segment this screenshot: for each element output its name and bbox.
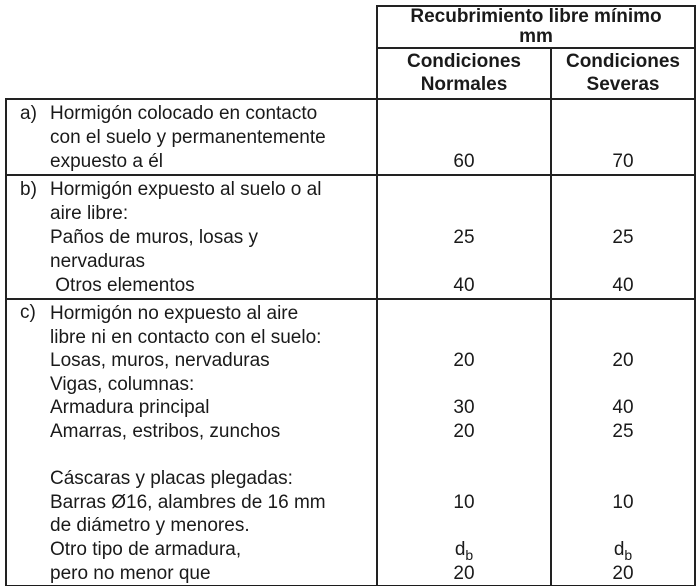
desc-line: Cáscaras y placas plegadas: — [50, 468, 293, 490]
value-severas: 40 — [612, 397, 634, 419]
col-normales-line1: Condiciones — [406, 51, 521, 72]
desc-line: expuesto a él — [50, 151, 164, 172]
value-severas: 70 — [612, 151, 634, 172]
desc-line: Hormigón colocado en contacto — [50, 103, 318, 124]
value-normales: 20 — [453, 350, 475, 372]
row-c-label: c) — [20, 302, 36, 323]
value-severas — [552, 250, 694, 274]
desc-line: Barras Ø16, alambres de 16 mm — [50, 491, 326, 513]
value-normales: 20 — [453, 420, 475, 442]
row-b-label: b) — [20, 179, 37, 200]
desc-line: aire libre: — [50, 203, 129, 224]
db-base: d — [454, 538, 466, 560]
value-severas: 10 — [612, 491, 634, 513]
value-severas — [552, 102, 694, 126]
desc-line: libre ni en contacto con el suelo: — [50, 326, 322, 348]
value-severas: 20 — [612, 350, 634, 372]
value-normales: 30 — [453, 397, 475, 419]
blank-corner — [6, 6, 377, 48]
row-b-description-cell: b) Hormigón expuesto al suelo o al aire … — [5, 174, 378, 300]
col-normales-line2: Normales — [420, 74, 508, 95]
blank-corner — [6, 48, 377, 99]
row-c-severas-cell: 20 40 25 10 db 20 — [550, 298, 696, 586]
value-normales — [378, 202, 550, 226]
db-subscript: b — [465, 546, 474, 563]
value-severas: 20 — [612, 562, 634, 584]
value-normales: 25 — [453, 227, 475, 248]
value-normales-db: db — [378, 538, 550, 562]
value-normales — [378, 126, 550, 150]
row-b-normales-cell: 25 40 — [376, 174, 552, 300]
desc-line: Otros elementos — [50, 275, 195, 296]
desc-line: Hormigón expuesto al suelo o al — [50, 179, 322, 200]
value-severas — [552, 514, 694, 538]
value-normales — [378, 102, 550, 126]
value-severas — [552, 126, 694, 150]
row-a-severas-cell: 70 — [550, 98, 696, 176]
desc-line: con el suelo y permanentemente — [50, 127, 326, 148]
value-normales — [378, 178, 550, 202]
db-subscript: b — [624, 546, 633, 563]
row-a-description-cell: a) Hormigón colocado en contacto con el … — [5, 98, 378, 176]
value-severas: 25 — [612, 227, 634, 248]
col-severas-line2: Severas — [586, 74, 660, 95]
row-c-description-cell: c) Hormigón no expuesto al aire libre ni… — [5, 298, 378, 586]
cover-requirements-table: Recubrimiento libre mínimo mm Condicione… — [5, 5, 696, 586]
value-normales — [378, 444, 550, 468]
desc-line: Paños de muros, losas y — [50, 227, 259, 248]
value-severas — [552, 202, 694, 226]
value-normales: 10 — [453, 491, 475, 513]
row-a-label: a) — [20, 103, 37, 124]
value-normales: 20 — [453, 562, 475, 584]
header-title-line2: mm — [519, 26, 553, 47]
value-severas — [552, 444, 694, 468]
value-severas — [552, 373, 694, 397]
value-normales — [378, 514, 550, 538]
value-normales — [378, 467, 550, 491]
row-c-normales-cell: 20 30 20 10 db 20 — [376, 298, 552, 586]
desc-line: Hormigón no expuesto al aire — [50, 303, 299, 324]
value-normales: 60 — [453, 151, 475, 172]
column-header-condiciones-normales: Condiciones Normales — [376, 47, 552, 100]
header-title-cell: Recubrimiento libre mínimo mm — [376, 5, 696, 49]
row-b-severas-cell: 25 40 — [550, 174, 696, 300]
desc-line: Otro tipo de armadura, — [50, 538, 242, 560]
header-title-row: Recubrimiento libre mínimo mm — [6, 5, 696, 49]
desc-line: Armadura principal — [50, 397, 210, 419]
value-severas — [552, 326, 694, 350]
value-severas — [552, 467, 694, 491]
desc-line: Amarras, estribos, zunchos — [50, 420, 281, 442]
table-row-c: c) Hormigón no expuesto al aire libre ni… — [5, 298, 696, 586]
desc-line: pero no menor que — [50, 562, 211, 584]
value-normales — [378, 326, 550, 350]
value-severas: 25 — [612, 420, 634, 442]
value-normales — [378, 250, 550, 274]
row-a-normales-cell: 60 — [376, 98, 552, 176]
value-normales — [378, 373, 550, 397]
column-header-condiciones-severas: Condiciones Severas — [550, 47, 696, 100]
desc-line: Losas, muros, nervaduras — [50, 350, 270, 372]
header-title-line1: Recubrimiento libre mínimo — [410, 6, 662, 27]
desc-line: Vigas, columnas: — [50, 373, 195, 395]
table-row-a: a) Hormigón colocado en contacto con el … — [5, 98, 696, 176]
db-base: d — [613, 538, 625, 560]
value-severas: 40 — [612, 275, 634, 296]
desc-line — [7, 444, 376, 468]
col-severas-line1: Condiciones — [565, 51, 680, 72]
value-severas — [552, 178, 694, 202]
desc-line: de diámetro y menores. — [50, 515, 250, 537]
value-normales — [378, 302, 550, 326]
desc-line: nervaduras — [50, 251, 146, 272]
value-severas — [552, 302, 694, 326]
table-row-b: b) Hormigón expuesto al suelo o al aire … — [5, 174, 696, 300]
value-normales: 40 — [453, 275, 475, 296]
header-columns-row: Condiciones Normales Condiciones Severas — [6, 47, 696, 100]
value-severas-db: db — [552, 538, 694, 562]
